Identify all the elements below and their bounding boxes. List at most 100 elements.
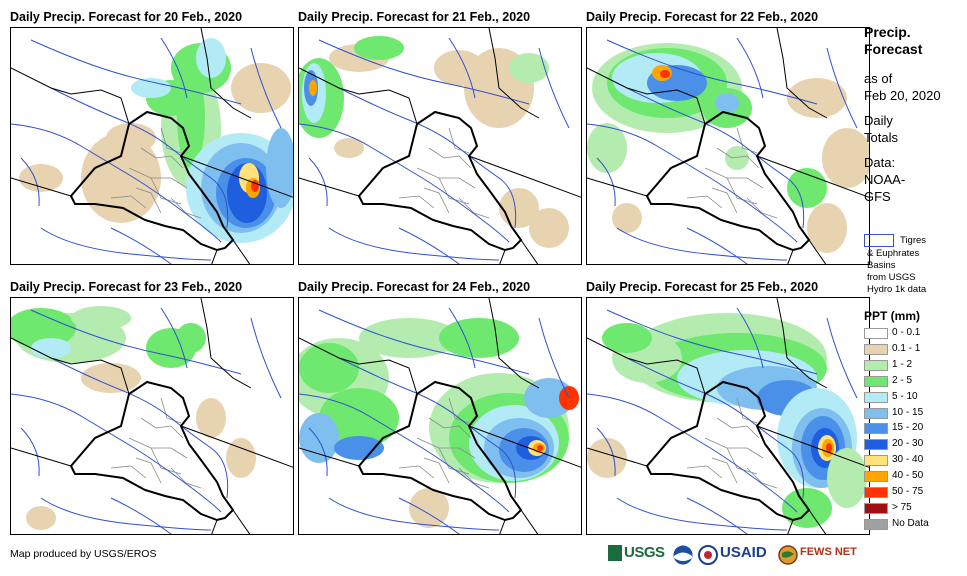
iraq-border (69, 380, 235, 522)
legend-item: 15 - 20 (864, 422, 964, 435)
precip-cell (529, 208, 569, 248)
river-line (110, 227, 172, 264)
precip-cell (299, 343, 359, 393)
border-line (200, 28, 252, 119)
precip-cell (822, 128, 869, 188)
admin-line (448, 397, 470, 424)
admin-line (151, 177, 188, 189)
fewsnet-logo-text: FEWS NET (800, 546, 857, 558)
river-line (160, 37, 188, 99)
border-line (776, 28, 828, 119)
river-line (110, 497, 172, 534)
precip-cell (537, 445, 543, 451)
admin-line (686, 465, 723, 479)
panel-title: Daily Precip. Forecast for 25 Feb., 2020 (586, 280, 819, 294)
precip-field (587, 313, 867, 528)
basin-lines (299, 307, 570, 534)
legend-swatch (864, 375, 888, 387)
country-borders (11, 28, 293, 264)
river-line (606, 39, 818, 105)
river-line (736, 307, 764, 369)
border-line (520, 239, 539, 264)
border-line (499, 249, 506, 264)
admin-line (686, 195, 723, 209)
precip-cell (715, 93, 739, 113)
precip-cell (587, 123, 627, 173)
legend-swatch (864, 328, 888, 339)
precip-cell (826, 443, 832, 453)
precip-cell (11, 308, 76, 348)
ppt-legend: PPT (mm) (864, 309, 920, 323)
border-line (11, 67, 130, 125)
precip-cell (176, 323, 206, 353)
basin-lines (587, 307, 858, 534)
precip-cell (354, 36, 404, 60)
admin-line (110, 465, 147, 479)
precip-cell (196, 38, 226, 78)
border-line (299, 67, 418, 125)
river-line (20, 157, 40, 207)
country-borders (299, 28, 581, 264)
usgs-mark-icon (608, 545, 622, 561)
legend-label: 15 - 20 (892, 422, 924, 434)
precip-cell (319, 388, 399, 448)
precip-cell (827, 448, 867, 508)
legend-label: 5 - 10 (892, 390, 918, 402)
admin-line (135, 457, 162, 484)
legend-item: 1 - 2 (864, 359, 964, 372)
river-line (616, 227, 788, 261)
river-line (686, 497, 748, 534)
legend-item: 5 - 10 (864, 390, 964, 404)
precip-cell (299, 413, 339, 463)
legend-swatch (864, 423, 888, 435)
admin-line (416, 437, 470, 475)
legend-item: 40 - 50 (864, 470, 964, 483)
precip-cell (226, 438, 256, 478)
data-source-line3: GFS (864, 189, 891, 204)
panel-title: Daily Precip. Forecast for 20 Feb., 2020 (10, 10, 243, 24)
precip-cell (19, 164, 63, 192)
border-line (232, 509, 251, 534)
legend-item: 10 - 15 (864, 406, 964, 420)
admin-line (458, 467, 490, 489)
precip-cell (787, 78, 847, 118)
precip-cell (509, 53, 549, 83)
admin-line (140, 147, 184, 169)
precip-cell (106, 123, 156, 153)
legend-label: 10 - 15 (892, 406, 924, 418)
iraq-border (645, 110, 811, 252)
legend-swatch (864, 502, 888, 514)
basin-line2: & Euphrates (867, 248, 920, 259)
border-line (756, 155, 869, 198)
admin-line (416, 167, 470, 205)
legend-swatch (864, 518, 888, 530)
river-line (50, 357, 229, 499)
river-line (338, 357, 517, 499)
legend-label: 0.1 - 1 (892, 342, 921, 354)
legend-swatch (864, 407, 888, 419)
admin-line (110, 195, 147, 209)
panel-title: Daily Precip. Forecast for 22 Feb., 2020 (586, 10, 819, 24)
basin-line3: Basins (867, 260, 896, 271)
forecast-map (298, 297, 582, 535)
admin-line (160, 397, 182, 424)
admin-boundaries (110, 127, 202, 219)
admin-line (170, 197, 202, 219)
legend-label: 30 - 40 (892, 454, 924, 466)
legend-title: PPT (mm) (864, 309, 921, 323)
legend-item: 30 - 40 (864, 454, 964, 467)
border-line (11, 177, 72, 197)
border-line (468, 155, 581, 198)
admin-line (736, 127, 758, 154)
precip-cell (81, 133, 161, 223)
admin-line (727, 447, 764, 459)
river-line (398, 227, 460, 264)
country-borders (11, 298, 293, 534)
river-line (318, 309, 530, 375)
basin-lines (299, 37, 570, 264)
precip-cell (31, 338, 71, 358)
precip-cell (359, 318, 459, 358)
border-line (200, 298, 252, 389)
iraq-border (69, 110, 235, 252)
river-line (626, 357, 805, 499)
